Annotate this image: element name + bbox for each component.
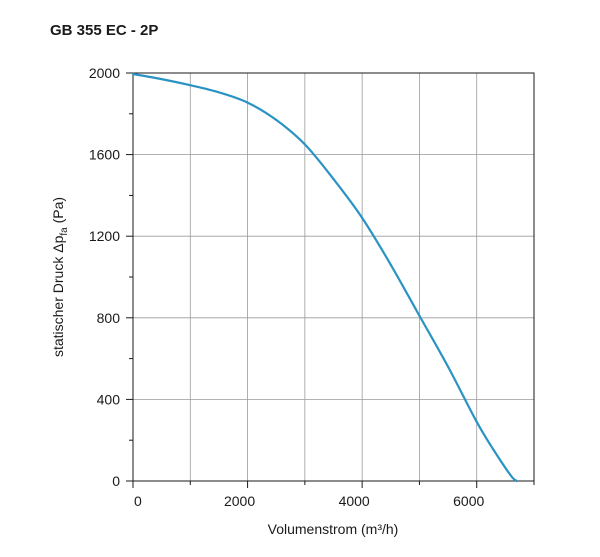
y-tick-label-4: 1600 — [89, 147, 120, 163]
y-axis-label: statischer Druck Δpfa (Pa) — [50, 197, 70, 357]
y-tick-label-1: 400 — [97, 391, 121, 407]
x-gridlines — [132, 73, 535, 481]
x-tick-label-0: 0 — [134, 493, 142, 509]
y-axis-label-unit: (Pa) — [50, 197, 66, 227]
x-tick-label-3: 6000 — [453, 493, 484, 509]
minor-ticks — [126, 72, 535, 488]
plot-area-frame — [132, 72, 535, 482]
series-line-0 — [131, 72, 518, 483]
y-tick-label-0: 0 — [112, 473, 120, 489]
data-point-0-8 — [361, 216, 364, 219]
y-tick-label-3: 1200 — [89, 228, 120, 244]
series-group — [131, 72, 518, 483]
data-point-0-14 — [509, 474, 513, 477]
y-tick-label-2: 800 — [97, 310, 121, 326]
data-point-0-11 — [446, 365, 450, 368]
x-axis-label: Volumenstrom (m³/h) — [268, 521, 399, 537]
y-axis-label-main: statischer Druck Δp — [50, 235, 66, 357]
x-tick-labels: 0 2000 4000 6000 — [134, 493, 484, 509]
data-point-0-4 — [246, 101, 249, 104]
data-point-0-9 — [389, 263, 392, 266]
x-tick-label-2: 4000 — [339, 493, 370, 509]
y-gridlines — [133, 72, 534, 482]
data-point-0-6 — [303, 143, 306, 146]
y-tick-label-5: 2000 — [89, 65, 120, 81]
data-point-0-7 — [332, 177, 335, 181]
data-point-0-10 — [418, 314, 421, 317]
data-point-0-13 — [492, 449, 495, 452]
y-axis-label-subscript: fa — [59, 227, 70, 236]
data-point-0-0 — [131, 72, 135, 76]
x-tick-label-1: 2000 — [224, 493, 255, 509]
data-point-0-15 — [515, 479, 518, 483]
data-point-0-3 — [217, 91, 221, 94]
data-point-0-1 — [160, 78, 163, 81]
chart-title: GB 355 EC - 2P — [50, 22, 159, 39]
data-point-0-5 — [275, 118, 278, 122]
y-tick-labels: 0 400 800 1200 1600 2000 — [89, 65, 120, 489]
data-point-0-12 — [475, 420, 478, 423]
data-point-0-2 — [189, 84, 192, 87]
